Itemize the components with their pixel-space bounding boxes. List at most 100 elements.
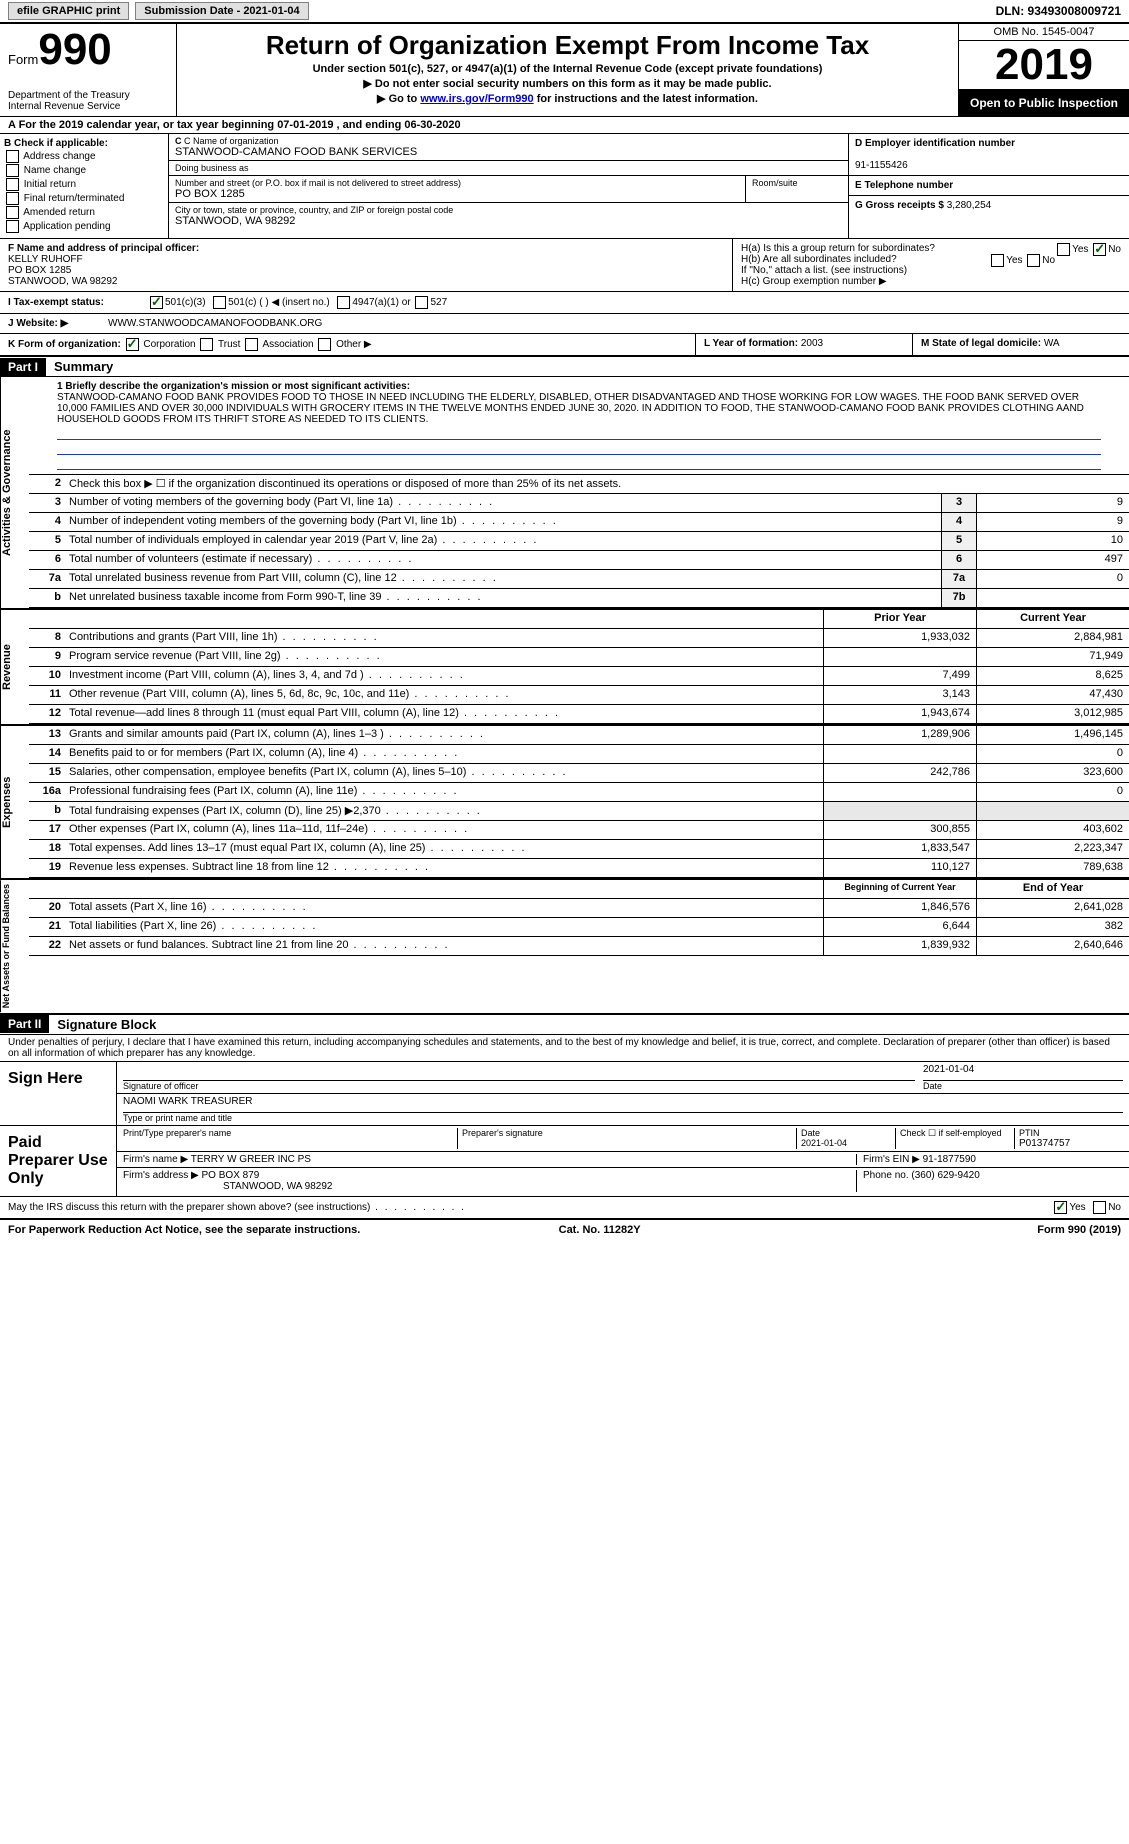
subtitle-3-pre: ▶ Go to <box>377 93 420 105</box>
form-header: Form990 Department of the Treasury Inter… <box>0 24 1129 117</box>
perjury-text: Under penalties of perjury, I declare th… <box>0 1035 1129 1062</box>
domicile-label: M State of legal domicile: <box>921 338 1044 349</box>
opt-corp: Corporation <box>143 340 195 351</box>
ha-no: No <box>1108 245 1121 256</box>
ha-label: H(a) Is this a group return for subordin… <box>741 243 935 254</box>
footer-mid: Cat. No. 11282Y <box>559 1224 641 1236</box>
phone-label: E Telephone number <box>855 180 953 191</box>
opt-app-pending: Application pending <box>23 222 110 233</box>
gross-receipts-label: G Gross receipts $ <box>855 200 947 211</box>
summary-line: 19Revenue less expenses. Subtract line 1… <box>29 859 1129 878</box>
sig-officer-label: Signature of officer <box>123 1081 915 1091</box>
cb-hb-yes[interactable] <box>991 254 1004 267</box>
top-bar: efile GRAPHIC print Submission Date - 20… <box>0 0 1129 24</box>
ptin-value: P01374757 <box>1019 1138 1119 1149</box>
form-org-label: K Form of organization: <box>8 340 121 351</box>
city-value: STANWOOD, WA 98292 <box>175 215 842 227</box>
part-1-title: Summary <box>46 357 121 376</box>
part-2-header: Part II Signature Block <box>0 1015 1129 1035</box>
hb-note: If "No," attach a list. (see instruction… <box>741 265 1121 276</box>
firm-phone-value: (360) 629-9420 <box>911 1170 979 1181</box>
summary-line: 20Total assets (Part X, line 16)1,846,57… <box>29 899 1129 918</box>
firm-ein-value: 91-1877590 <box>923 1154 976 1165</box>
ptin-label: PTIN <box>1019 1128 1119 1138</box>
irs-link[interactable]: www.irs.gov/Form990 <box>420 93 533 105</box>
summary-line: 3Number of voting members of the governi… <box>29 494 1129 513</box>
expenses-section: Expenses 13Grants and similar amounts pa… <box>0 726 1129 880</box>
cb-527[interactable] <box>415 296 428 309</box>
cb-discuss-no[interactable] <box>1093 1201 1106 1214</box>
room-label: Room/suite <box>752 178 842 188</box>
summary-line: 15Salaries, other compensation, employee… <box>29 764 1129 783</box>
mission-text: STANWOOD-CAMANO FOOD BANK PROVIDES FOOD … <box>57 392 1084 425</box>
addr-value: PO BOX 1285 <box>175 188 739 200</box>
efile-print-button[interactable]: efile GRAPHIC print <box>8 2 129 20</box>
dba-label: Doing business as <box>175 163 842 173</box>
summary-line: 10Investment income (Part VIII, column (… <box>29 667 1129 686</box>
discuss-no: No <box>1108 1202 1121 1213</box>
part-2-title: Signature Block <box>49 1015 164 1034</box>
hb-yes: Yes <box>1006 256 1022 267</box>
cb-name-change[interactable] <box>6 164 19 177</box>
row-a-tax-year: A For the 2019 calendar year, or tax yea… <box>0 117 1129 134</box>
opt-other: Other ▶ <box>336 340 371 351</box>
cb-amended[interactable] <box>6 206 19 219</box>
paid-preparer-row: Paid Preparer Use Only Print/Type prepar… <box>0 1126 1129 1197</box>
mission-block: 1 Briefly describe the organization's mi… <box>29 377 1129 475</box>
cb-ha-no[interactable] <box>1093 243 1106 256</box>
summary-line: 6Total number of volunteers (estimate if… <box>29 551 1129 570</box>
subtitle-1: Under section 501(c), 527, or 4947(a)(1)… <box>185 63 950 75</box>
tax-year: 2019 <box>959 41 1129 90</box>
summary-line: bTotal fundraising expenses (Part IX, co… <box>29 802 1129 821</box>
subtitle-2: ▶ Do not enter social security numbers o… <box>185 77 950 90</box>
officer-label: F Name and address of principal officer: <box>8 243 199 254</box>
website-value: WWW.STANWOODCAMANOFOODBANK.ORG <box>108 318 322 329</box>
ein-value: 91-1155426 <box>855 160 908 171</box>
summary-line: 4Number of independent voting members of… <box>29 513 1129 532</box>
cb-other[interactable] <box>318 338 331 351</box>
paid-preparer-label: Paid Preparer Use Only <box>0 1126 117 1196</box>
addr-label: Number and street (or P.O. box if mail i… <box>175 178 739 188</box>
prep-date-label: Date <box>801 1128 820 1138</box>
opt-527: 527 <box>430 297 447 308</box>
cb-501c[interactable] <box>213 296 226 309</box>
cb-discuss-yes[interactable] <box>1054 1201 1067 1214</box>
opt-trust: Trust <box>218 340 240 351</box>
revenue-section: Revenue Prior Year Current Year 8Contrib… <box>0 610 1129 726</box>
part-1-tag: Part I <box>0 358 46 376</box>
part-2-tag: Part II <box>0 1015 49 1033</box>
cb-initial-return[interactable] <box>6 178 19 191</box>
cb-final-return[interactable] <box>6 192 19 205</box>
year-formation-value: 2003 <box>801 338 823 349</box>
mission-label: 1 Briefly describe the organization's mi… <box>57 381 410 392</box>
firm-name-label: Firm's name ▶ <box>123 1154 191 1165</box>
submission-date-label: Submission Date - 2021-01-04 <box>135 2 308 20</box>
sign-here-label: Sign Here <box>0 1062 117 1125</box>
tab-net-assets: Net Assets or Fund Balances <box>0 880 29 1012</box>
opt-amended: Amended return <box>23 208 95 219</box>
sign-here-row: Sign Here Signature of officer 2021-01-0… <box>0 1062 1129 1126</box>
row-k-l-m: K Form of organization: Corporation Trus… <box>0 334 1129 357</box>
officer-name-value: NAOMI WARK TREASURER <box>123 1096 1123 1113</box>
cb-4947[interactable] <box>337 296 350 309</box>
year-formation-label: L Year of formation: <box>704 338 801 349</box>
gross-receipts-value: 3,280,254 <box>947 200 992 211</box>
cb-501c3[interactable] <box>150 296 163 309</box>
cb-corp[interactable] <box>126 338 139 351</box>
row-i-tax-status: I Tax-exempt status: 501(c)(3) 501(c) ( … <box>0 292 1129 314</box>
col-current-year: Current Year <box>976 610 1129 628</box>
inspection-label: Open to Public Inspection <box>959 90 1129 116</box>
activities-governance-section: Activities & Governance 1 Briefly descri… <box>0 377 1129 610</box>
cb-hb-no[interactable] <box>1027 254 1040 267</box>
cb-ha-yes[interactable] <box>1057 243 1070 256</box>
col-begin-year: Beginning of Current Year <box>823 880 976 898</box>
summary-line: 7aTotal unrelated business revenue from … <box>29 570 1129 589</box>
tab-governance: Activities & Governance <box>0 377 29 608</box>
cb-app-pending[interactable] <box>6 220 19 233</box>
cb-address-change[interactable] <box>6 150 19 163</box>
summary-line: 5Total number of individuals employed in… <box>29 532 1129 551</box>
cb-assoc[interactable] <box>245 338 258 351</box>
org-name-label: C Name of organization <box>184 136 279 146</box>
subtitle-3-post: for instructions and the latest informat… <box>534 93 758 105</box>
cb-trust[interactable] <box>200 338 213 351</box>
